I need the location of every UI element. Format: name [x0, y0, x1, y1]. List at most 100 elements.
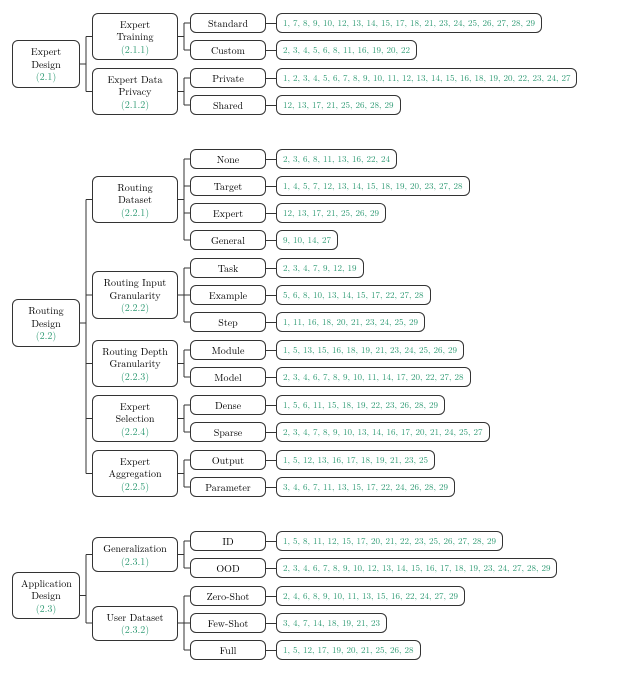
options: Task2, 3, 4, 7, 9, 12, 19Example5, 6, 8,… [190, 257, 431, 333]
connector [178, 67, 190, 116]
connector [178, 12, 190, 61]
option-node: Dense [190, 395, 266, 416]
sub-section-ref: (2.2.5) [101, 480, 169, 493]
sub-label: Expert Training [101, 18, 169, 43]
sub-label: Expert Aggregation [101, 455, 169, 480]
refs-node: 1, 5, 12, 13, 16, 17, 18, 19, 21, 23, 25 [276, 450, 435, 469]
options: Dense 1, 5, 6, 11, 15, 18, 19, 22, 23, 26… [190, 394, 490, 443]
option-row: Zero-Shot2, 4, 6, 8, 9, 10, 11, 13, 15, … [190, 585, 465, 607]
option-node: None [190, 149, 266, 170]
connector [266, 23, 276, 24]
root-section: Application Design(2.3)Generalization(2.… [12, 530, 628, 661]
children: Expert Training(2.1.1) Standard 1, 7, 8, 9… [92, 12, 577, 116]
option-label: Private [197, 72, 259, 85]
connector [178, 257, 190, 333]
sub-node: Expert Aggregation(2.2.5) [92, 450, 178, 498]
root-section-ref: (2.2) [21, 329, 71, 342]
connector [178, 394, 190, 443]
connector [178, 449, 190, 498]
refs-node: 9, 10, 14, 27 [276, 230, 338, 249]
connector [178, 530, 190, 579]
option-row: Expert12, 13, 17, 21, 25, 26, 29 [190, 202, 470, 224]
option-node: Example [190, 285, 266, 306]
option-label: Custom [197, 44, 259, 57]
connector [266, 78, 276, 79]
root-node: Expert Design(2.1) [12, 40, 80, 88]
option-node: Target [190, 176, 266, 197]
root-section: Routing Design(2.2)Routing Dataset(2.2.1… [12, 148, 628, 498]
option-row: Few-Shot3, 4, 7, 14, 18, 19, 21, 23 [190, 612, 465, 634]
refs-node: 1, 5, 6, 11, 15, 18, 19, 22, 23, 26, 28,… [276, 395, 445, 414]
option-label: Task [197, 262, 259, 275]
sub-section-ref: (2.2.1) [101, 206, 169, 219]
refs-node: 1, 2, 3, 4, 5, 6, 7, 8, 9, 10, 11, 12, 1… [276, 68, 577, 87]
option-row: ID 1, 5, 8, 11, 12, 15, 17, 20, 21, 22, 2… [190, 530, 557, 552]
sub-label: Routing Dataset [101, 181, 169, 206]
refs-node: 2, 3, 6, 8, 11, 13, 16, 22, 24 [276, 149, 397, 168]
option-row: Model 2, 3, 4, 6, 7, 8, 9, 10, 11, 14, 17… [190, 366, 471, 388]
option-row: Sparse2, 3, 4, 7, 8, 9, 10, 13, 14, 16, … [190, 421, 490, 443]
connector [266, 322, 276, 323]
option-row: Step1, 11, 16, 18, 20, 21, 23, 24, 25, 2… [190, 311, 431, 333]
option-label: Standard [197, 17, 259, 30]
option-label: None [197, 153, 259, 166]
connector [266, 541, 276, 542]
root-section: Expert Design(2.1)Expert Training(2.1.1)… [12, 12, 628, 116]
root-label: Routing Design [21, 304, 71, 329]
refs-node: 2, 3, 4, 6, 7, 8, 9, 10, 11, 14, 17, 20,… [276, 367, 471, 386]
root-section-ref: (2.3) [21, 602, 71, 615]
option-label: Sparse [197, 426, 259, 439]
refs-node: 3, 4, 6, 7, 11, 13, 15, 17, 22, 24, 26, … [276, 477, 455, 496]
options: Output1, 5, 12, 13, 16, 17, 18, 19, 21, … [190, 449, 455, 498]
connector [178, 585, 190, 661]
options: ID 1, 5, 8, 11, 12, 15, 17, 20, 21, 22, 2… [190, 530, 557, 579]
option-node: Sparse [190, 422, 266, 443]
option-label: Model [197, 371, 259, 384]
option-row: Private 1, 2, 3, 4, 5, 6, 7, 8, 9, 10, 11… [190, 67, 577, 89]
options: Module1, 5, 13, 15, 16, 18, 19, 21, 23, … [190, 339, 471, 388]
sub-section-ref: (2.2.2) [101, 301, 169, 314]
connector [266, 460, 276, 461]
subgroup: Generalization(2.3.1) ID 1, 5, 8, 11, 12, … [92, 530, 557, 579]
option-label: Parameter [197, 481, 259, 494]
connector [266, 596, 276, 597]
sub-label: Expert Selection [101, 400, 169, 425]
connector [266, 50, 276, 51]
root-node: Application Design(2.3) [12, 572, 80, 620]
sub-label: Routing Input Granularity [101, 276, 169, 301]
sub-node: Generalization(2.3.1) [92, 537, 178, 572]
option-row: Shared12, 13, 17, 21, 25, 26, 28, 29 [190, 94, 577, 116]
options: Zero-Shot2, 4, 6, 8, 9, 10, 11, 13, 15, … [190, 585, 465, 661]
refs-node: 2, 4, 6, 8, 9, 10, 11, 13, 15, 16, 22, 2… [276, 586, 465, 605]
subgroup: Routing Dataset(2.2.1) None 2, 3, 6, 8, 11… [92, 148, 490, 251]
connector [80, 530, 92, 661]
connector [266, 186, 276, 187]
refs-node: 1, 7, 8, 9, 10, 12, 13, 14, 15, 17, 18, … [276, 13, 542, 32]
option-row: Dense 1, 5, 6, 11, 15, 18, 19, 22, 23, 26… [190, 394, 490, 416]
connector [178, 148, 190, 251]
option-node: OOD [190, 558, 266, 579]
root-label: Expert Design [21, 45, 71, 70]
refs-node: 1, 5, 8, 11, 12, 15, 17, 20, 21, 22, 23,… [276, 531, 503, 550]
option-label: Step [197, 316, 259, 329]
option-row: Parameter 3, 4, 6, 7, 11, 13, 15, 17, 22,… [190, 476, 455, 498]
option-node: Few-Shot [190, 613, 266, 634]
option-label: Expert [197, 207, 259, 220]
sub-section-ref: (2.1.1) [101, 43, 169, 56]
option-row: None 2, 3, 6, 8, 11, 13, 16, 22, 24 [190, 148, 470, 170]
refs-node: 1, 5, 13, 15, 16, 18, 19, 21, 23, 24, 25… [276, 340, 464, 359]
sub-section-ref: (2.3.2) [101, 623, 169, 636]
sub-label: Routing Depth Granularity [101, 345, 169, 370]
connector [266, 568, 276, 569]
connector [266, 487, 276, 488]
option-label: Target [197, 180, 259, 193]
connector [266, 432, 276, 433]
sub-section-ref: (2.3.1) [101, 555, 169, 568]
sub-section-ref: (2.1.2) [101, 98, 169, 111]
option-label: ID [197, 535, 259, 548]
connector [266, 213, 276, 214]
sub-section-ref: (2.2.4) [101, 425, 169, 438]
root-node: Routing Design(2.2) [12, 299, 80, 347]
refs-node: 1, 5, 12, 17, 19, 20, 21, 25, 26, 28 [276, 640, 421, 659]
subgroup: User Dataset(2.3.2)Zero-Shot2, 4, 6, 8, … [92, 585, 557, 661]
